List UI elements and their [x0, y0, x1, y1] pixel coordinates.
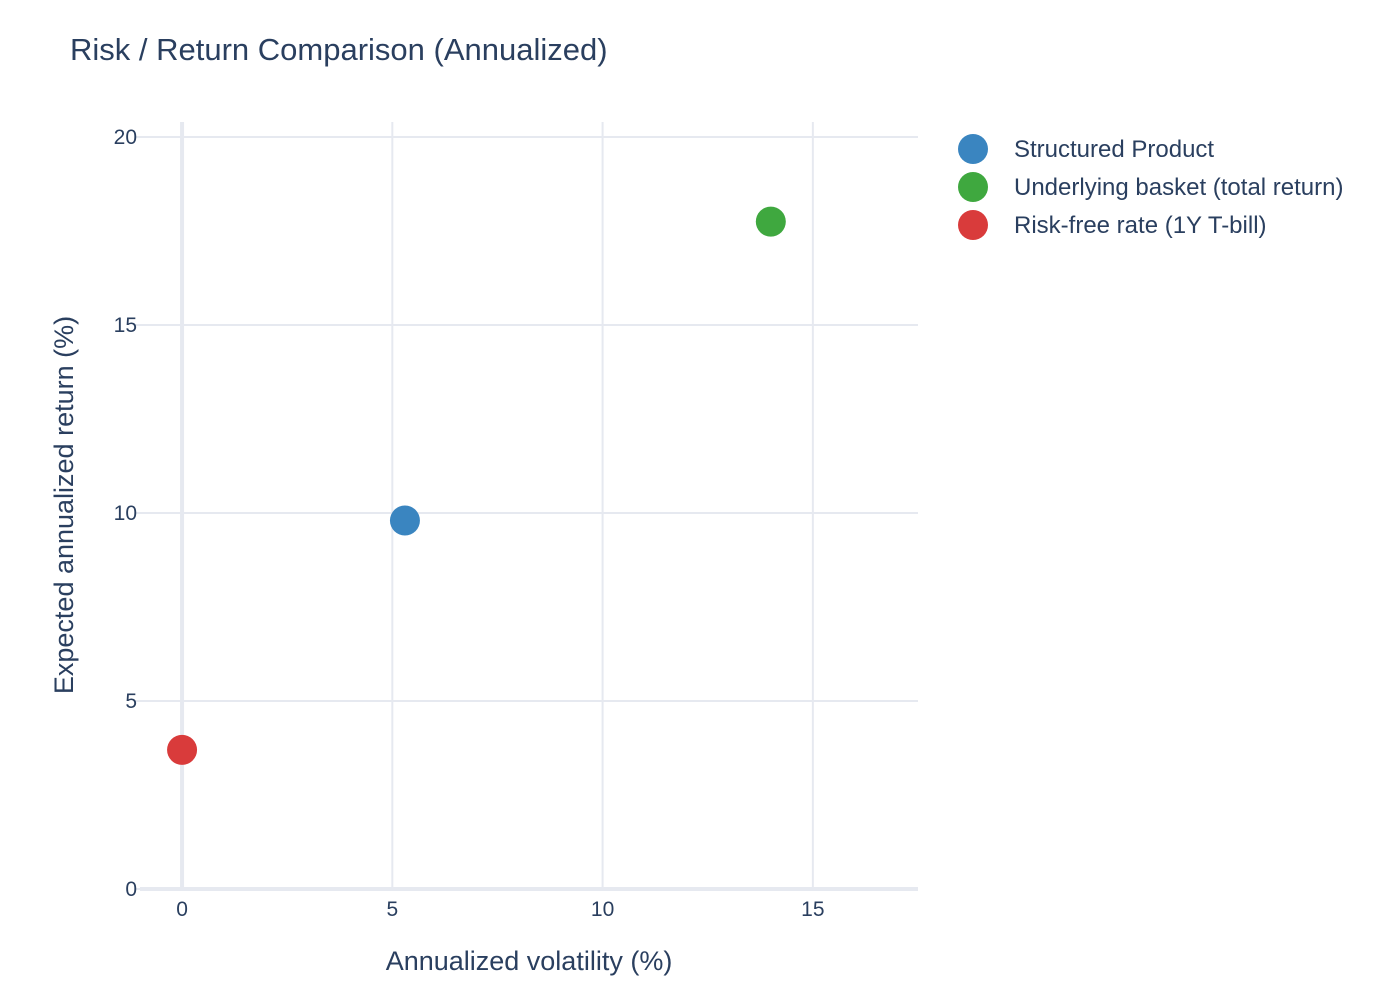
legend-item[interactable]: Structured Product: [958, 134, 1214, 164]
data-point-risk-free-rate-1y-t-bill[interactable]: [167, 734, 198, 765]
y-tick-label: 0: [125, 878, 137, 901]
y-tick-label: 20: [114, 126, 137, 149]
x-axis-ticks: 0 5 10 15: [176, 898, 824, 921]
legend-label: Underlying basket (total return): [1014, 174, 1343, 201]
y-axis-title: Expected annualized return (%): [49, 316, 79, 694]
legend-marker: [958, 210, 988, 240]
legend-label: Structured Product: [1014, 136, 1214, 163]
data-points: [167, 206, 786, 765]
legend-item[interactable]: Underlying basket (total return): [958, 172, 1343, 202]
legend-item[interactable]: Risk-free rate (1Y T-bill): [958, 210, 1267, 240]
data-point-underlying-basket-total-return[interactable]: [755, 206, 786, 237]
grid-layer: [140, 122, 918, 891]
chart-title: Risk / Return Comparison (Annualized): [70, 32, 608, 67]
y-tick-label: 10: [114, 502, 137, 525]
legend-marker: [958, 172, 988, 202]
x-tick-label: 15: [801, 898, 824, 921]
legend-marker: [958, 134, 988, 164]
y-tick-label: 5: [125, 690, 137, 713]
legend: Structured Product Underlying basket (tot…: [958, 134, 1343, 240]
x-tick-label: 5: [386, 898, 398, 921]
y-tick-label: 15: [114, 314, 137, 337]
x-axis-title: Annualized volatility (%): [386, 946, 673, 976]
y-axis-ticks: 0 5 10 15 20: [114, 126, 140, 901]
data-point-structured-product[interactable]: [389, 505, 420, 536]
x-tick-label: 0: [176, 898, 188, 921]
x-tick-label: 10: [591, 898, 614, 921]
legend-label: Risk-free rate (1Y T-bill): [1014, 212, 1267, 239]
